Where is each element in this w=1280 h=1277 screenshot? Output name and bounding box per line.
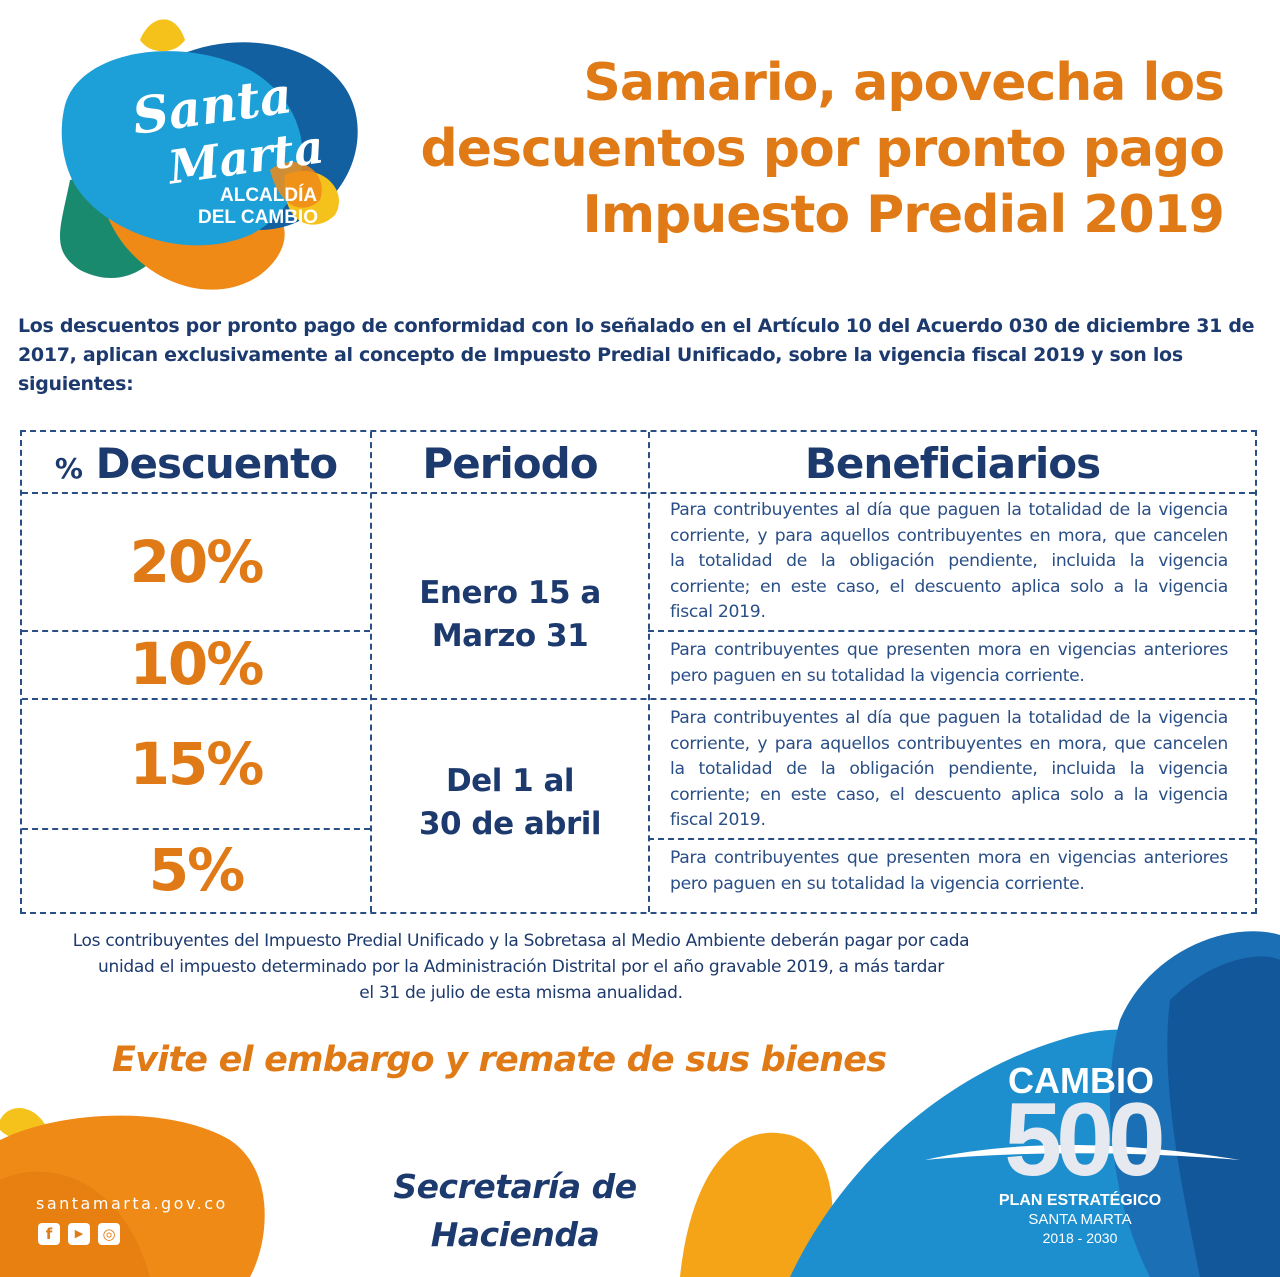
period-cell: Del 1 al 30 de abril — [372, 760, 648, 846]
period-line: Del 1 al — [445, 763, 575, 799]
headline-line-3: Impuesto Predial 2019 — [582, 185, 1226, 245]
beneficiary-text: Para contribuyentes al día que paguen la… — [670, 708, 1228, 830]
discount-table: % Descuento Periodo Beneficiarios 20% 10… — [20, 430, 1257, 914]
header-descuento: % Descuento — [22, 436, 370, 492]
percent-symbol: % — [54, 452, 83, 485]
discount-value: 5% — [148, 836, 245, 904]
discount-value: 20% — [129, 528, 265, 596]
period-line: 30 de abril — [418, 806, 602, 842]
payment-deadline-note: Los contribuyentes del Impuesto Predial … — [16, 928, 1026, 1006]
instagram-icon[interactable]: ◎ — [98, 1223, 120, 1245]
page-title: Samario, apovecha los descuentos por pro… — [364, 50, 1226, 248]
note-line: el 31 de julio de esta misma anualidad. — [359, 983, 683, 1003]
table-divider — [370, 432, 372, 912]
table-divider — [648, 630, 1255, 632]
headline-line-2: descuentos por pronto pago — [420, 119, 1225, 179]
logo-del-cambio-text: DEL CAMBIO — [198, 207, 318, 228]
table-divider — [22, 698, 1255, 700]
alcaldia-logo: Santa Marta ALCALDÍA DEL CAMBIO — [40, 10, 370, 300]
table-divider — [648, 432, 650, 912]
header-beneficiarios: Beneficiarios — [804, 439, 1101, 488]
facebook-icon[interactable]: f — [38, 1223, 60, 1245]
footer-blob-yellow-right — [680, 1132, 833, 1277]
cambio-plan-text: PLAN ESTRATÉGICO — [998, 1192, 1162, 1209]
cambio-city-text: SANTA MARTA — [1028, 1211, 1132, 1228]
table-divider — [22, 630, 370, 632]
note-line: unidad el impuesto determinado por la Ad… — [98, 957, 944, 977]
discount-value: 10% — [129, 630, 265, 698]
beneficiary-text: Para contribuyentes que presenten mora e… — [670, 640, 1228, 686]
table-divider — [22, 492, 1255, 494]
note-line: Los contribuyentes del Impuesto Predial … — [72, 931, 970, 951]
cambio-title: CAMBIO — [1008, 1060, 1154, 1101]
discount-value: 15% — [129, 730, 265, 798]
youtube-icon[interactable]: ▶ — [68, 1223, 90, 1245]
secretaria-line: Secretaría de — [393, 1167, 637, 1206]
website-link[interactable]: santamarta.gov.co — [36, 1194, 228, 1213]
cambio-years-text: 2018 - 2030 — [1042, 1230, 1118, 1246]
footer-blob-yellow — [0, 1108, 50, 1141]
table-divider — [22, 828, 370, 830]
table-divider — [648, 838, 1255, 840]
period-line: Marzo 31 — [431, 618, 589, 654]
secretaria-hacienda: Secretaría de Hacienda — [360, 1163, 670, 1259]
footer-blob-blue-dark — [1167, 956, 1280, 1277]
cambio-number: 500 — [1004, 1082, 1166, 1198]
beneficiary-text: Para contribuyentes al día que paguen la… — [670, 500, 1228, 622]
period-cell: Enero 15 a Marzo 31 — [372, 572, 648, 658]
logo-alcaldia-text: ALCALDÍA — [220, 185, 318, 206]
header-descuento-label: Descuento — [95, 439, 338, 488]
headline-line-1: Samario, apovecha los — [583, 53, 1225, 113]
secretaria-line: Hacienda — [430, 1215, 600, 1254]
intro-paragraph: Los descuentos por pronto pago de confor… — [18, 315, 1255, 395]
period-line: Enero 15 a — [419, 575, 601, 611]
beneficiary-text: Para contribuyentes que presenten mora e… — [670, 848, 1228, 894]
warning-slogan: Evite el embargo y remate de sus bienes — [112, 1040, 887, 1080]
header-periodo: Periodo — [422, 439, 598, 488]
